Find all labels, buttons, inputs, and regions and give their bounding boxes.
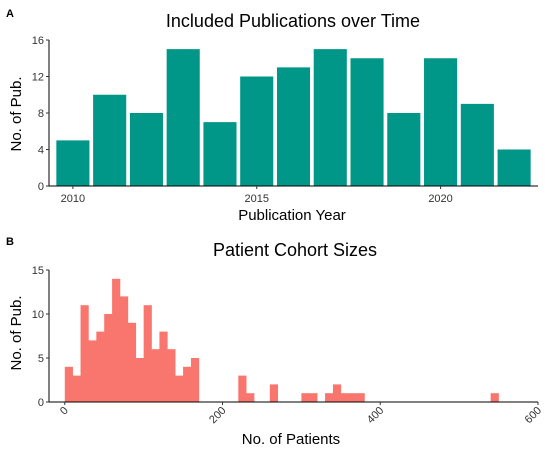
panel-b-bin-225 [238,375,247,402]
panel-b-bin-105 [143,305,152,402]
panel-b-bin-305 [301,393,310,402]
panel-b-y-tick-label: 10 [32,309,44,321]
panel-b-bin-165 [190,358,200,402]
panel-a-publications-over-time: A Included Publications over Time Public… [6,8,538,224]
panel-b-x-axis-title: No. of Patients [242,431,340,448]
panel-a-y-tick-label: 16 [32,35,44,47]
panel-b-bin-145 [175,375,184,402]
panel-b-bin-155 [183,366,192,402]
panel-b-bin-15 [72,375,81,402]
panel-b-x-tick-label: 600 [523,405,544,426]
panel-b-bin-265 [269,384,279,402]
panel-a-tag: A [6,8,14,20]
panel-a-y-tick-label: 8 [38,108,44,120]
panel-b-bin-5 [64,366,73,402]
panel-a-bar-2019 [387,113,421,186]
panel-a-bar-2020 [424,58,458,186]
panel-a-bar-2021 [460,103,494,186]
panel-b-bars [64,278,499,402]
panel-a-y-tick-label: 12 [32,72,44,84]
panel-b-bin-35 [88,340,97,402]
panel-a-bar-2022 [497,149,531,186]
panel-a-bar-2016 [276,67,311,186]
panel-b-x-tick-label: 200 [207,405,228,426]
panel-a-bar-2015 [240,76,274,186]
panel-a-x-tick-label: 2015 [244,193,268,205]
panel-b-tag: B [6,236,14,248]
panel-a-y-axis-title: No. of Pub. [8,76,25,151]
panel-b-y-tick-label: 0 [38,397,44,409]
panel-a-title: Included Publications over Time [166,11,420,31]
panel-b-bin-65 [112,278,121,402]
panel-b-bin-375 [356,393,365,402]
panel-b-x-tick-label: 0 [58,405,71,418]
panel-b-y-tick-label: 5 [38,353,44,365]
panel-b-bin-85 [127,322,137,402]
panel-b-title: Patient Cohort Sizes [213,240,377,260]
panel-b-bin-125 [159,331,168,402]
panel-b-y-axis-title: No. of Pub. [8,295,25,370]
panel-b-bin-545 [490,393,499,402]
panel-a-x-tick-label: 2010 [61,193,85,205]
panel-b-bin-365 [348,393,357,402]
panel-a-bars [56,49,531,186]
panel-b-x-tick-label: 400 [365,405,386,426]
panel-a-x-tick-label: 2020 [428,193,452,205]
panel-a-bar-2017 [313,49,347,186]
panel-b-y-tick-label: 15 [32,265,44,277]
panel-a-bar-2013 [166,49,200,186]
panel-b-bin-75 [119,296,129,402]
panel-b-bin-235 [246,393,255,402]
panel-b-bin-115 [151,349,160,402]
panel-a-axes: 0 4 8 12 16 2010 2015 2020 [32,35,538,205]
panel-b-bin-55 [104,314,113,402]
panel-a-bar-2010 [56,140,90,186]
panel-a-bar-2018 [350,58,384,186]
panel-b-bin-335 [325,393,334,402]
panel-a-y-tick-label: 0 [38,181,44,193]
panel-b-bin-315 [309,393,318,402]
panel-b-bin-355 [340,393,350,402]
panel-b-bin-25 [80,305,89,402]
panel-b-bin-45 [96,331,105,402]
panel-a-y-tick-label: 4 [38,145,44,157]
panel-a-bar-2014 [203,122,237,186]
panel-a-bar-2011 [93,94,127,186]
panel-b-bin-345 [332,384,342,402]
panel-b-patient-cohort-sizes: B Patient Cohort Sizes No. of Patients N… [6,236,544,448]
panel-a-x-axis-title: Publication Year [238,207,346,224]
panel-b-bin-95 [135,358,144,402]
panel-a-bar-2012 [129,113,163,186]
panel-b-bin-135 [167,349,176,402]
